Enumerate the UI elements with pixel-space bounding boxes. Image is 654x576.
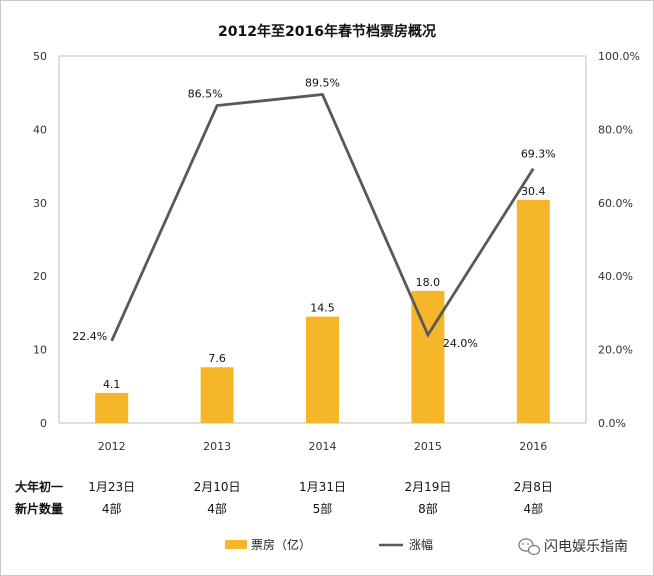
legend: 票房（亿） 涨幅 bbox=[225, 537, 433, 552]
chart-title: 2012年至2016年春节档票房概况 bbox=[218, 23, 436, 40]
x-tick-label: 2016 bbox=[519, 440, 547, 453]
bar-value-label: 18.0 bbox=[416, 276, 441, 289]
bar-box-office bbox=[516, 199, 550, 423]
growth-value-label: 24.0% bbox=[443, 337, 478, 350]
y-left-tick-label: 10 bbox=[33, 344, 47, 357]
table-cell: 1月23日 bbox=[88, 480, 135, 494]
table-cell: 2月19日 bbox=[404, 480, 451, 494]
legend-swatch-box-office bbox=[225, 540, 247, 549]
table-cell: 2月10日 bbox=[194, 480, 241, 494]
y-left-tick-label: 30 bbox=[33, 197, 47, 210]
bar-box-office bbox=[200, 367, 234, 423]
x-tick-label: 2013 bbox=[203, 440, 231, 453]
table-cell: 4部 bbox=[207, 501, 227, 516]
table-cell: 2月8日 bbox=[514, 480, 553, 494]
x-tick-label: 2015 bbox=[414, 440, 442, 453]
bar-value-label: 30.4 bbox=[521, 185, 546, 198]
legend-label-growth: 涨幅 bbox=[409, 537, 433, 552]
y-right-tick-label: 60.0% bbox=[598, 197, 633, 210]
bar-value-label: 4.1 bbox=[103, 378, 121, 391]
x-tick-label: 2012 bbox=[98, 440, 126, 453]
watermark: 闪电娱乐指南 bbox=[518, 538, 628, 556]
bar-box-office bbox=[95, 392, 129, 423]
bar-value-label: 7.6 bbox=[208, 352, 226, 365]
bar-value-label: 14.5 bbox=[310, 302, 335, 315]
y-left-tick-label: 50 bbox=[33, 50, 47, 63]
y-right-tick-label: 20.0% bbox=[598, 344, 633, 357]
y-right-tick-label: 100.0% bbox=[598, 50, 640, 63]
table-row-label: 大年初一 bbox=[15, 479, 63, 494]
table-cell: 1月31日 bbox=[299, 480, 346, 494]
y-right-tick-label: 0.0% bbox=[598, 417, 626, 430]
growth-value-label: 69.3% bbox=[521, 148, 556, 161]
table-row-label: 新片数量 bbox=[15, 501, 63, 516]
bar-box-office bbox=[306, 316, 339, 423]
y-left-tick-label: 40 bbox=[33, 123, 47, 136]
table-cell: 8部 bbox=[418, 501, 438, 516]
y-left-tick-label: 20 bbox=[33, 270, 47, 283]
wechat-icon bbox=[518, 538, 541, 556]
table-cell: 5部 bbox=[313, 501, 333, 516]
growth-value-label: 22.4% bbox=[72, 330, 107, 343]
y-right-tick-label: 40.0% bbox=[598, 270, 633, 283]
x-tick-label: 2014 bbox=[309, 440, 337, 453]
table-cell: 4部 bbox=[102, 501, 122, 516]
y-right-tick-label: 80.0% bbox=[598, 123, 633, 136]
growth-value-label: 86.5% bbox=[188, 88, 223, 101]
legend-label-box-office: 票房（亿） bbox=[251, 537, 311, 552]
table-cell: 4部 bbox=[523, 501, 543, 516]
growth-value-label: 89.5% bbox=[305, 77, 340, 90]
y-left-tick-label: 0 bbox=[40, 417, 47, 430]
watermark-text: 闪电娱乐指南 bbox=[544, 539, 628, 555]
